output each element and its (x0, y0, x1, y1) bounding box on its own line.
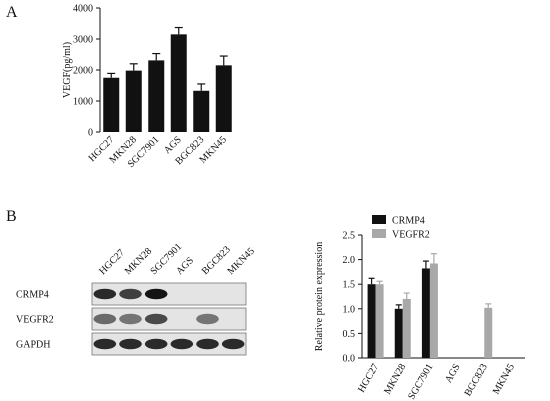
y-tick-label: 2.0 (343, 255, 356, 266)
bar (193, 90, 210, 132)
band (221, 338, 245, 350)
y-tick-label: 0 (88, 128, 93, 139)
band (119, 313, 142, 325)
y-tick-label: 3000 (73, 35, 93, 46)
x-tick-label: AGS (443, 362, 463, 385)
x-tick-label: BGC823 (463, 362, 490, 398)
band (93, 313, 117, 325)
band (144, 288, 168, 300)
band (93, 338, 117, 350)
bar-vegfr2 (375, 284, 384, 358)
bar-vegfr2 (429, 263, 438, 358)
band (144, 313, 168, 325)
row-label: CRMP4 (16, 290, 49, 301)
lane-label: MKN28 (123, 246, 154, 277)
x-tick-label: HGC27 (356, 362, 381, 394)
y-tick-label: 2.5 (343, 231, 356, 242)
legend-swatch (372, 215, 386, 224)
y-tick-label: 1.0 (343, 304, 356, 315)
y-axis-label: VEGF(pg/ml) (62, 42, 73, 98)
legend-swatch (372, 229, 386, 238)
blot-strip (91, 332, 247, 356)
y-tick-label: 1000 (73, 97, 93, 108)
row-label: VEGFR2 (16, 315, 54, 326)
y-tick-label: 2000 (73, 66, 93, 77)
y-tick-label: 1.5 (343, 280, 356, 291)
band (119, 288, 142, 300)
bar (170, 34, 187, 132)
y-axis-label: Relative protein expression (314, 242, 325, 351)
bar-crmp4 (394, 308, 403, 358)
band (144, 338, 168, 350)
bar (215, 65, 232, 132)
band (93, 288, 117, 300)
y-tick-label: 4000 (73, 4, 93, 15)
y-tick-label: 0.5 (343, 329, 356, 340)
western-blot: HGC27 MKN28 SGC7901 AGS BGC823 MKN45 CRMP4 VEGF… (0, 235, 260, 365)
bar (103, 77, 120, 132)
band (170, 338, 194, 350)
bar (125, 70, 142, 132)
band (196, 313, 219, 325)
y-tick-label: 0.0 (343, 354, 356, 365)
bar-crmp4 (421, 268, 430, 358)
band (196, 338, 219, 350)
bar-vegfr2 (402, 298, 411, 358)
row-label: GAPDH (16, 340, 50, 351)
lane-label: HGC27 (97, 247, 127, 277)
bar-vegfr2 (484, 307, 493, 358)
bar (148, 60, 165, 132)
legend-label: VEGFR2 (392, 230, 430, 241)
blot-strip (91, 307, 247, 331)
blot-strip (91, 282, 247, 306)
panel-a-label: A (6, 4, 18, 21)
x-tick-label: MKN45 (491, 362, 517, 396)
legend-label: CRMP4 (392, 216, 425, 227)
bar-crmp4 (367, 284, 376, 358)
x-tick-label: SGC7901 (406, 362, 435, 401)
x-tick-label: MKN28 (382, 362, 408, 396)
panel-b-label: B (6, 208, 17, 225)
band (119, 338, 142, 350)
lane-label: AGS (174, 255, 196, 277)
